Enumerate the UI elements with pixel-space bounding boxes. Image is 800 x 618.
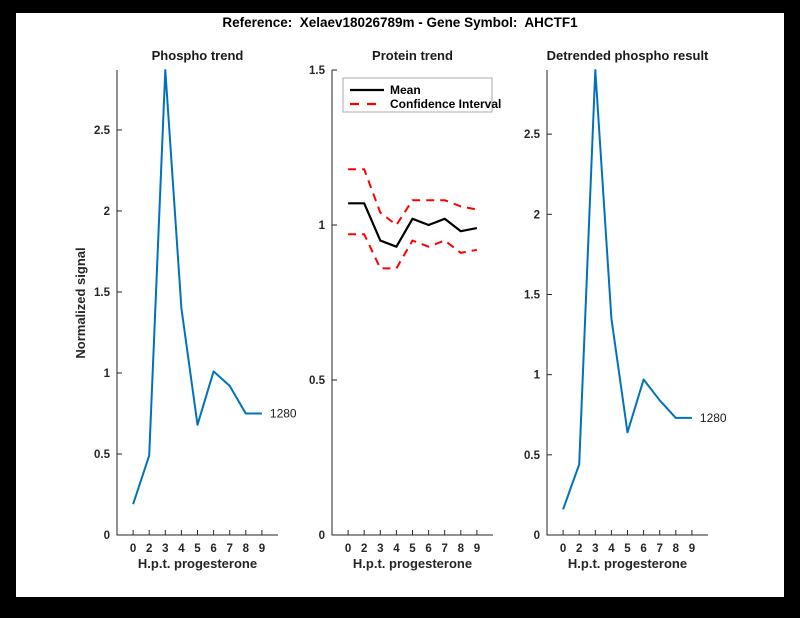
y-tick-label: 2 <box>534 209 540 221</box>
x-tick-label: 3 <box>592 543 598 555</box>
x-tick-label: 2 <box>576 543 582 555</box>
x-tick-label: 7 <box>656 543 662 555</box>
detrended-phospho-result-detrended-phospho-signal-line <box>562 69 692 510</box>
y-tick-label: 0 <box>319 530 325 542</box>
phospho-trend-annotation-label: 1280 <box>270 407 297 421</box>
x-tick-label: 2 <box>361 543 367 555</box>
y-tick-label: 0 <box>534 530 540 542</box>
phospho-trend-title: Phospho trend <box>151 48 244 63</box>
x-tick-label: 6 <box>425 543 431 555</box>
figure-title: Reference: Xelaev18026789m - Gene Symbol… <box>222 15 578 30</box>
x-tick-label: 3 <box>162 543 168 555</box>
y-tick-label: 0.5 <box>94 449 111 461</box>
x-tick-label: 5 <box>194 543 201 555</box>
x-tick-label: 8 <box>673 543 680 555</box>
protein-trend-mean-line <box>348 202 478 248</box>
phospho-trend-xlabel: H.p.t. progesterone <box>137 556 258 571</box>
x-tick-label: 0 <box>560 543 566 555</box>
y-tick-label: 0.5 <box>309 375 326 387</box>
phospho-trend-phospho-signal-line <box>132 69 262 505</box>
protein-trend-confidence-interval-upper-line <box>348 168 478 226</box>
x-tick-label: 3 <box>377 543 383 555</box>
y-tick-label: 0.5 <box>524 450 541 462</box>
x-tick-label: 4 <box>178 543 185 555</box>
x-tick-label: 9 <box>474 543 480 555</box>
x-tick-label: 5 <box>409 543 416 555</box>
x-tick-label: 2 <box>146 543 152 555</box>
y-tick-label: 1.5 <box>524 290 541 302</box>
x-tick-label: 6 <box>210 543 216 555</box>
x-tick-label: 7 <box>226 543 232 555</box>
x-tick-label: 0 <box>130 543 136 555</box>
x-tick-label: 4 <box>393 543 400 555</box>
legend-label: Mean <box>390 83 421 97</box>
x-tick-label: 7 <box>441 543 447 555</box>
x-tick-label: 0 <box>345 543 351 555</box>
x-tick-label: 8 <box>243 543 250 555</box>
detrended-phospho-result-title: Detrended phospho result <box>546 48 709 63</box>
x-tick-label: 9 <box>259 543 265 555</box>
y-tick-label: 2.5 <box>524 129 541 141</box>
detrended-phospho-result-annotation-label: 1280 <box>700 411 727 425</box>
legend-box <box>342 77 493 113</box>
x-tick-label: 5 <box>624 543 631 555</box>
detrended-phospho-result-xlabel: H.p.t. progesterone <box>567 556 688 571</box>
y-tick-label: 1.5 <box>94 287 111 299</box>
detrended-phospho-result-axes <box>546 70 708 536</box>
x-tick-label: 9 <box>689 543 695 555</box>
legend-label: Confidence Interval <box>390 97 501 111</box>
y-tick-label: 2.5 <box>94 125 111 137</box>
y-tick-label: 0 <box>104 530 110 542</box>
y-tick-label: 1 <box>319 220 326 232</box>
protein-trend-xlabel: H.p.t. progesterone <box>352 556 473 571</box>
protein-trend-confidence-interval-lower-line <box>348 233 478 270</box>
protein-trend-title: Protein trend <box>372 48 453 63</box>
phospho-trend-axes <box>116 70 278 536</box>
protein-trend-axes <box>331 70 493 536</box>
x-tick-label: 8 <box>458 543 465 555</box>
y-tick-label: 2 <box>104 206 110 218</box>
x-tick-label: 6 <box>640 543 646 555</box>
x-tick-label: 4 <box>608 543 615 555</box>
y-tick-label: 1 <box>534 370 541 382</box>
y-tick-label: 1 <box>104 368 111 380</box>
y-tick-label: 1.5 <box>309 65 326 77</box>
